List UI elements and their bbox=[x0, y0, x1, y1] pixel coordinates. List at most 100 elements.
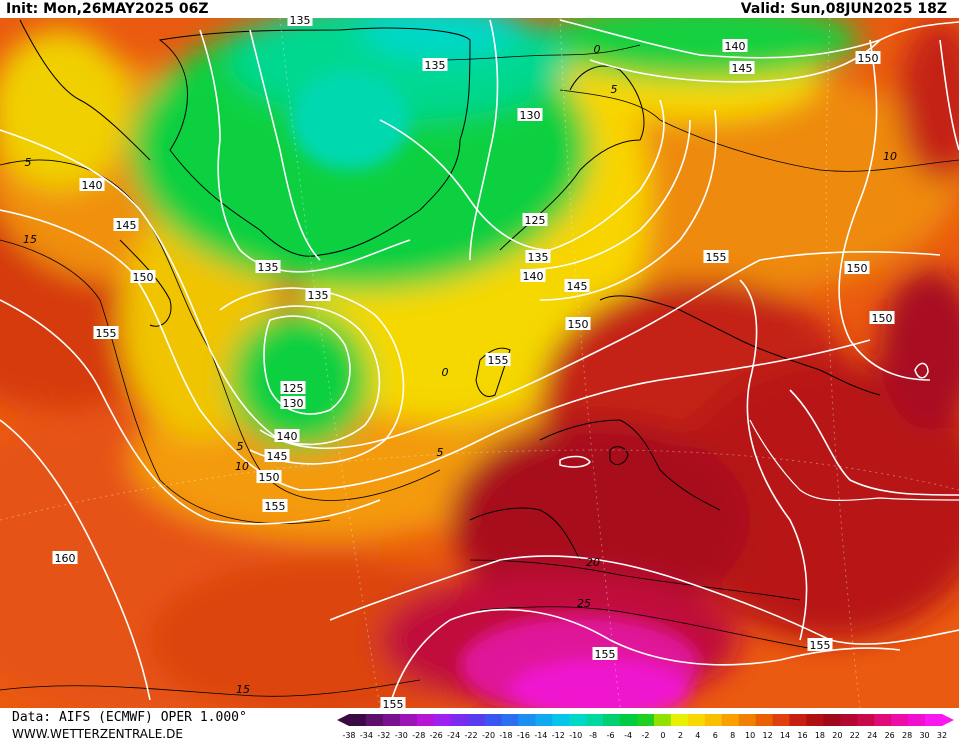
temperature-label: 10 bbox=[235, 460, 249, 473]
legend-swatch bbox=[501, 714, 519, 726]
temperature-label: 25 bbox=[577, 597, 591, 610]
legend-swatch bbox=[653, 714, 672, 726]
temperature-label: 5 bbox=[437, 446, 444, 459]
legend-color-bar bbox=[337, 714, 954, 726]
geopotential-label: 155 bbox=[485, 353, 511, 367]
geopotential-label-text: 135 bbox=[425, 59, 446, 72]
geopotential-label: 150 bbox=[869, 311, 895, 325]
geopotential-label-text: 150 bbox=[872, 312, 893, 325]
geopotential-label: 135 bbox=[305, 288, 331, 302]
legend-swatch bbox=[365, 714, 384, 726]
geopotential-label: 155 bbox=[807, 638, 833, 652]
temperature-label: 10 bbox=[883, 150, 897, 163]
geopotential-label: 155 bbox=[380, 697, 406, 711]
geopotential-label-text: 125 bbox=[283, 382, 304, 395]
legend-tick: -22 bbox=[465, 731, 478, 740]
geopotential-label: 150 bbox=[565, 317, 591, 331]
legend-swatch bbox=[806, 714, 824, 726]
geopotential-label: 155 bbox=[592, 647, 618, 661]
legend-tick: 8 bbox=[730, 731, 735, 740]
geopotential-label: 145 bbox=[113, 218, 139, 232]
temperature-label: 20 bbox=[586, 556, 600, 569]
legend-tick: 26 bbox=[885, 731, 895, 740]
geopotential-label-text: 155 bbox=[96, 327, 117, 340]
geopotential-labels: 1351351301401451501401451501351351251351… bbox=[52, 13, 895, 711]
init-time: Init: Mon,26MAY2025 06Z bbox=[6, 1, 209, 17]
temperature-label: 15 bbox=[23, 233, 37, 246]
geopotential-label: 145 bbox=[564, 279, 590, 293]
legend-tick: -18 bbox=[499, 731, 512, 740]
legend-swatch bbox=[552, 714, 570, 726]
geopotential-label-text: 130 bbox=[283, 397, 304, 410]
geopotential-label-text: 160 bbox=[55, 552, 76, 565]
legend-tick: -8 bbox=[589, 731, 597, 740]
geopotential-label-text: 130 bbox=[520, 109, 541, 122]
legend-tick: 20 bbox=[832, 731, 842, 740]
temperature-label: 0 bbox=[442, 366, 449, 379]
legend-swatch bbox=[637, 714, 655, 726]
geopotential-label: 125 bbox=[522, 213, 548, 227]
data-source: Data: AIFS (ECMWF) OPER 1.000° bbox=[12, 710, 247, 725]
color-legend: -38 -34 -32 -30 -28 -26 -24 -22 -20 -18 -16 -14 -12-… bbox=[337, 714, 954, 740]
geopotential-label: 150 bbox=[844, 261, 870, 275]
legend-swatch bbox=[433, 714, 452, 726]
geopotential-label-text: 145 bbox=[267, 450, 288, 463]
legend-swatch bbox=[518, 714, 536, 726]
legend-tick: 16 bbox=[797, 731, 807, 740]
legend-arrow-high bbox=[942, 714, 954, 726]
legend-tick: -28 bbox=[412, 731, 425, 740]
legend-swatch bbox=[755, 714, 774, 726]
legend-tick: -12 bbox=[552, 731, 565, 740]
legend-tick: 6 bbox=[713, 731, 718, 740]
geopotential-label: 125 bbox=[280, 381, 306, 395]
legend-swatch bbox=[416, 714, 435, 726]
legend-swatch bbox=[467, 714, 486, 726]
legend-swatch bbox=[569, 714, 587, 726]
geopotential-label: 130 bbox=[280, 396, 306, 410]
legend-tick: -6 bbox=[607, 731, 615, 740]
geopotential-label-text: 150 bbox=[847, 262, 868, 275]
valid-time: Valid: Sun,08JUN2025 18Z bbox=[740, 1, 947, 17]
geopotential-label-text: 135 bbox=[258, 261, 279, 274]
geopotential-label: 155 bbox=[93, 326, 119, 340]
geopotential-label: 145 bbox=[729, 61, 755, 75]
legend-swatch bbox=[908, 714, 926, 726]
legend-swatch bbox=[620, 714, 638, 726]
geopotential-label: 155 bbox=[262, 499, 288, 513]
legend-swatch bbox=[484, 714, 502, 726]
geopotential-label-text: 140 bbox=[82, 179, 103, 192]
geopotential-label-text: 140 bbox=[523, 270, 544, 283]
legend-tick: -20 bbox=[482, 731, 495, 740]
legend-tick: 22 bbox=[850, 731, 860, 740]
legend-swatch bbox=[450, 714, 469, 726]
geopotential-label-text: 150 bbox=[568, 318, 589, 331]
legend-swatch bbox=[704, 714, 723, 726]
geopotential-label-text: 150 bbox=[133, 271, 154, 284]
legend-tick: -32 bbox=[377, 731, 390, 740]
legend-swatch bbox=[925, 714, 943, 726]
legend-tick: -26 bbox=[430, 731, 443, 740]
legend-tick: 18 bbox=[815, 731, 825, 740]
coastlines bbox=[19, 19, 959, 561]
geopotential-label: 140 bbox=[274, 429, 300, 443]
legend-swatch bbox=[891, 714, 909, 726]
legend-swatch bbox=[874, 714, 892, 726]
geopotential-contours bbox=[0, 19, 959, 706]
legend-swatch bbox=[721, 714, 740, 726]
legend-swatch bbox=[738, 714, 757, 726]
geopotential-label: 135 bbox=[287, 13, 313, 27]
geopotential-label: 150 bbox=[256, 470, 282, 484]
geopotential-label: 145 bbox=[264, 449, 290, 463]
geopotential-label: 135 bbox=[422, 58, 448, 72]
legend-tick: 0 bbox=[660, 731, 665, 740]
temperature-label: 5 bbox=[237, 440, 244, 453]
geopotential-label-text: 150 bbox=[259, 471, 280, 484]
legend-swatch bbox=[857, 714, 875, 726]
temperature-label: 5 bbox=[25, 156, 32, 169]
legend-swatch bbox=[603, 714, 621, 726]
geopotential-label-text: 145 bbox=[567, 280, 588, 293]
legend-tick: -24 bbox=[447, 731, 460, 740]
legend-swatch bbox=[670, 714, 689, 726]
geopotential-label: 150 bbox=[130, 270, 156, 284]
legend-swatch bbox=[823, 714, 841, 726]
